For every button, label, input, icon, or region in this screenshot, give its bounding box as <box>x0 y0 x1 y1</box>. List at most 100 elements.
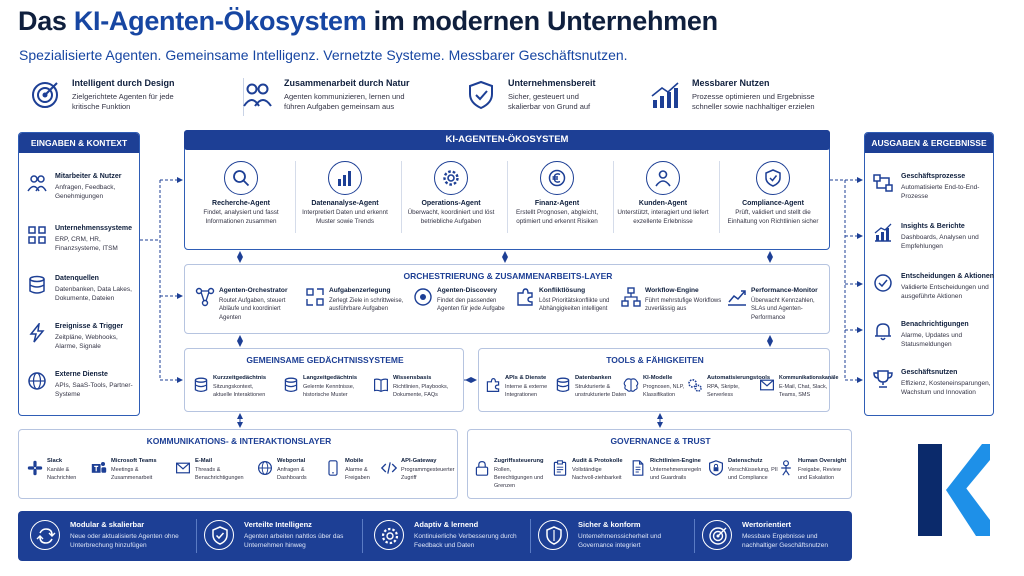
ecosystem-panel: KI-AGENTEN-ÖKOSYSTEM Recherche-Agent Fin… <box>184 130 830 250</box>
title-accent: KI-Agenten-Ökosystem <box>73 6 367 36</box>
pillar-value: Messbarer Nutzen Prozesse optimieren und… <box>650 76 840 120</box>
shield-icon <box>546 526 562 545</box>
orch-title: Agenten-Discovery <box>437 287 498 294</box>
api-icon <box>381 462 397 474</box>
governance-header: GOVERNANCE & TRUST <box>610 436 711 446</box>
shield-lock-icon <box>709 460 723 476</box>
outputs-panel: AUSGABEN & ERGEBNISSE Geschäftsprozesse … <box>864 132 994 416</box>
mail-icon <box>176 462 190 474</box>
agent-desc: Prüft, validiert und stellt die Einhaltu… <box>727 209 819 225</box>
tool-desc: RPA, Skripte, Serverless <box>707 384 740 398</box>
title-suffix: im modernen Unternehmen <box>366 6 718 36</box>
output-title: Entscheidungen & Aktionen <box>901 273 995 280</box>
agent-desc: Überwacht, koordiniert und löst betriebl… <box>407 209 495 225</box>
output-title: Geschäftsnutzen <box>901 369 958 376</box>
gov-title: Human Oversight <box>798 458 847 464</box>
pillar-desc: Sicher, gesteuert und skalierbar von Gru… <box>508 92 591 111</box>
growth-chart-icon <box>651 82 679 108</box>
agent-operations[interactable]: Operations-Agent Überwacht, koordiniert … <box>401 161 501 226</box>
footer-title: Adaptiv & lernend <box>414 520 479 529</box>
orchestration-panel: ORCHESTRIERUNG & ZUSAMMENARBEITS-LAYER A… <box>184 264 830 334</box>
output-title: Geschäftsprozesse <box>901 173 966 180</box>
bell-icon <box>875 323 891 341</box>
footer-item: Sicher & konform Unternehmenssicherheit … <box>538 511 688 561</box>
workflow-icon <box>621 287 641 307</box>
pillar-desc: Zielgerichtete Agenten für jede kritisch… <box>72 92 174 111</box>
memory-panel: GEMEINSAME GEDÄCHTNISSYSTEME Kurzzeitged… <box>184 348 464 412</box>
memory-title: Wissensbasis <box>393 375 432 381</box>
agent-finance[interactable]: Finanz-Agent Erstellt Prognosen, abgleic… <box>507 161 607 226</box>
orchestration-header: ORCHESTRIERUNG & ZUSAMMENARBEITS-LAYER <box>403 271 613 281</box>
slack-icon <box>27 460 43 476</box>
agent-customer[interactable]: Kunden-Agent Unterstützt, interagiert un… <box>613 161 713 226</box>
agent-desc: Findet, analysiert und fasst Information… <box>203 209 279 225</box>
mail-icon <box>760 379 774 391</box>
agent-title: Recherche-Agent <box>212 200 270 207</box>
inputs-panel: EINGABEN & KONTEXT Mitarbeiter & Nutzer … <box>18 132 140 416</box>
gov-title: Audit & Protokolle <box>572 458 623 464</box>
output-desc: Dashboards, Analysen und Empfehlungen <box>901 234 979 250</box>
input-title: Unternehmenssysteme <box>55 225 133 232</box>
agent-title: Compliance-Agent <box>742 200 804 207</box>
target-icon <box>32 82 58 108</box>
memory-title: Langzeitgedächtnis <box>303 375 358 381</box>
human-icon <box>781 460 791 476</box>
comm-desc: Programmgesteuerter Zugriff <box>401 467 455 481</box>
orch-desc: Löst Prioritätskonflikte und Abhängigkei… <box>539 298 610 313</box>
communication-panel: KOMMUNIKATIONS- & INTERAKTIONSLAYER Slac… <box>18 429 458 499</box>
comm-desc: Anfragen & Dashboards <box>277 467 307 481</box>
footer-item: Adaptiv & lernend Kontinuierliche Verbes… <box>374 511 524 561</box>
puzzle-icon <box>517 288 533 306</box>
gov-desc: Rollen, Berechtigungen und Grenzen <box>494 467 544 489</box>
teams-icon <box>91 462 107 473</box>
chart-icon <box>874 223 892 242</box>
input-title: Ereignisse & Trigger <box>55 323 124 330</box>
shield-check-icon <box>469 80 493 110</box>
agent-compliance[interactable]: Compliance-Agent Prüft, validiert und st… <box>723 161 823 226</box>
discovery-icon <box>414 288 432 306</box>
globe-icon <box>258 461 272 475</box>
agent-data-analysis[interactable]: Datenanalyse-Agent Interpretiert Daten u… <box>295 161 395 226</box>
comm-desc: Meetings & Zusammenarbeit <box>111 467 153 481</box>
pillar-enterprise: Unternehmensbereit Sicher, gesteuert und… <box>466 76 636 120</box>
orch-title: Konfliktlösung <box>539 287 586 294</box>
document-icon <box>632 460 644 476</box>
governance-panel: GOVERNANCE & TRUST Zugriffssteuerung Rol… <box>467 429 852 499</box>
tool-title: Automatisierungstools <box>707 375 771 381</box>
ecosystem-header: KI-AGENTEN-ÖKOSYSTEM <box>184 130 830 150</box>
shield-check-icon <box>212 526 228 545</box>
input-title: Externe Dienste <box>55 371 108 378</box>
orch-desc: Findet den passenden Agenten für jede Au… <box>437 298 505 313</box>
brain-icon <box>623 378 639 392</box>
gear-icon <box>443 170 459 186</box>
inputs-header: EINGABEN & KONTEXT <box>19 133 139 153</box>
gear-arrows-icon <box>381 527 399 545</box>
output-desc: Automatisierte End-to-End-Prozesse <box>901 184 980 200</box>
tool-desc: Prognosen, NLP, Klassifikation <box>643 384 685 398</box>
bar-chart-icon <box>338 171 351 186</box>
pillar-collaboration: Zusammenarbeit durch Natur Agenten kommu… <box>242 76 422 120</box>
comm-title: Microsoft Teams <box>111 458 157 464</box>
comm-title: E-Mail <box>195 458 213 464</box>
orch-title: Workflow-Engine <box>645 287 699 294</box>
database-icon <box>284 377 298 393</box>
grid-icon <box>28 226 46 244</box>
memory-header: GEMEINSAME GEDÄCHTNISSYSTEME <box>246 355 404 365</box>
pillar-desc: Prozesse optimieren und Ergebnisse schne… <box>692 92 815 111</box>
memory-title: Kurzzeitgedächtnis <box>213 375 267 381</box>
orch-title: Aufgabenzerlegung <box>329 287 391 294</box>
agent-research[interactable]: Recherche-Agent Findet, analysiert und f… <box>191 161 291 226</box>
outputs-header: AUSGABEN & ERGEBNISSE <box>865 133 993 153</box>
footer-title: Verteilte Intelligenz <box>244 520 312 529</box>
tools-header: TOOLS & FÄHIGKEITEN <box>606 355 704 365</box>
footer-item: Wertorientiert Messbare Ergebnisse und n… <box>702 511 852 561</box>
footer-title: Modular & skalierbar <box>70 520 145 529</box>
tool-desc: E-Mail, Chat, Slack, Teams, SMS <box>779 384 828 398</box>
orch-desc: Führt mehrstufige Workflows zuverlässig … <box>645 298 722 313</box>
footer-benefits: Modular & skalierbar Neue oder aktualisi… <box>18 511 852 561</box>
agent-desc: Erstellt Prognosen, abgleicht, optimiert… <box>516 209 598 225</box>
pillar-title: Zusammenarbeit durch Natur <box>284 78 410 88</box>
footer-title: Wertorientiert <box>742 520 792 529</box>
input-desc: APIs, SaaS-Tools, Partner-Systeme <box>55 382 133 398</box>
process-icon <box>873 174 893 192</box>
